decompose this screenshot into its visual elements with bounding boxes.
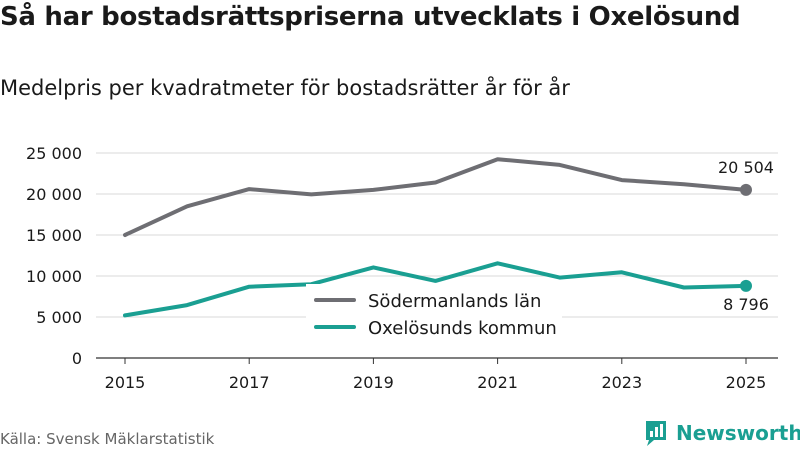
- x-tick-label: 2025: [726, 373, 767, 392]
- y-axis: 0 5 000 10 000 15 000 20 000 25 000: [26, 144, 82, 368]
- end-label-sodermanland: 20 504: [718, 158, 774, 177]
- series-line-1: [123, 261, 748, 318]
- legend-label-sodermanland: Södermanlands län: [368, 291, 541, 312]
- end-label-oxelosund: 8 796: [723, 295, 769, 314]
- legend: Södermanlands län Oxelösunds kommun: [306, 284, 562, 346]
- newsworthy-wordmark: Newsworthy: [676, 421, 800, 445]
- y-tick-label: 15 000: [26, 226, 82, 245]
- series-end-point-0: [740, 183, 752, 196]
- y-tick-label: 10 000: [26, 267, 82, 286]
- legend-label-oxelosund: Oxelösunds kommun: [368, 318, 557, 339]
- series-line-0: [123, 157, 748, 237]
- x-tick-label: 2017: [229, 373, 270, 392]
- x-axis: 2015 2017 2019 2021 2023 2025: [105, 358, 767, 392]
- y-tick-label: 20 000: [26, 185, 82, 204]
- newsworthy-brand[interactable]: Newsworthy: [644, 418, 800, 448]
- series-end-point-1: [740, 279, 752, 292]
- chart-title: Så har bostadsrättspriserna utvecklats i…: [0, 2, 741, 32]
- series-layer: [123, 157, 752, 318]
- legend-background: [306, 284, 562, 346]
- y-tick-label: 0: [72, 349, 82, 368]
- newsworthy-logo-icon: [646, 421, 666, 446]
- x-tick-label: 2021: [477, 373, 518, 392]
- y-tick-label: 5 000: [36, 308, 82, 327]
- x-tick-label: 2019: [353, 373, 394, 392]
- gridlines: [96, 152, 778, 359]
- x-tick-label: 2015: [105, 373, 146, 392]
- y-tick-label: 25 000: [26, 144, 82, 163]
- source-note: Källa: Svensk Mäklarstatistik: [0, 430, 215, 448]
- chart-subtitle: Medelpris per kvadratmeter för bostadsrä…: [0, 76, 570, 100]
- x-tick-label: 2023: [601, 373, 642, 392]
